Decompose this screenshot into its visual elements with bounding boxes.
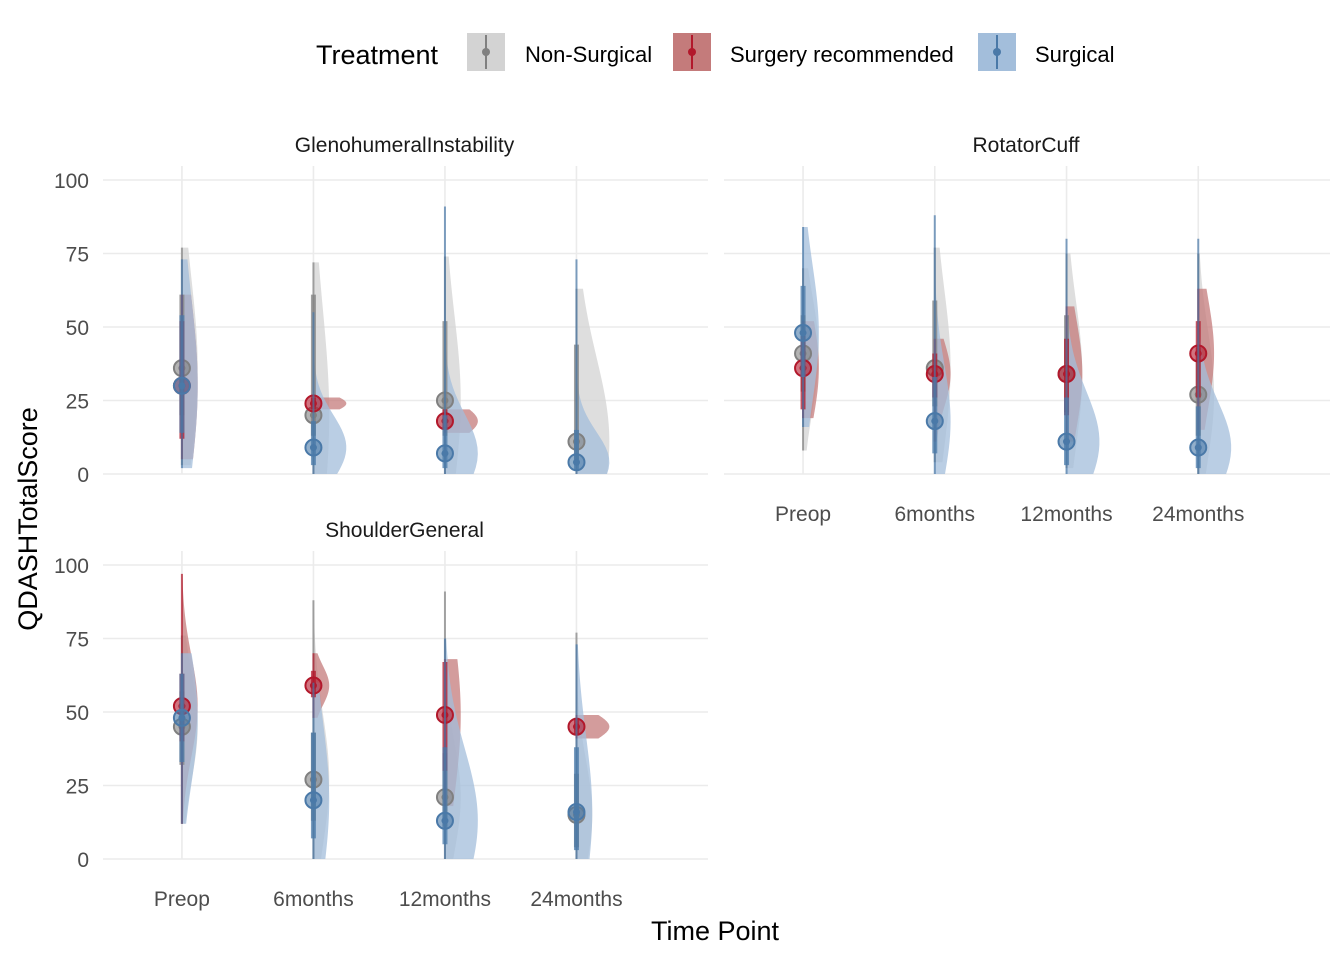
mean-point-center [441,817,449,825]
mean-point-center [1194,444,1202,452]
legend-label: Surgical [1035,42,1114,67]
facet-panel: GlenohumeralInstability 0 25 50 75 100 [54,134,708,487]
facet-panel: RotatorCuff Preop 6months 12months 24months [724,134,1330,526]
violin-half [181,653,198,824]
mean-point-center [572,808,580,816]
mean-point-center [309,796,317,804]
legend-key-point [993,48,1001,56]
x-axis-title: Time Point [651,916,780,946]
x-tick-label: 24months [1152,503,1244,526]
y-tick-label: 50 [66,317,89,340]
y-tick-label: 0 [77,849,89,872]
legend-item: Non-Surgical [467,33,652,71]
x-tick-label: 24months [530,888,622,911]
x-tick-label: Preop [154,888,210,911]
x-tick-label: Preop [775,503,831,526]
mean-point-center [931,417,939,425]
violin-half [444,206,478,474]
y-tick-label: 25 [66,776,89,799]
y-tick-label: 75 [66,629,89,652]
mean-point-center [178,382,186,390]
facet-title: RotatorCuff [973,134,1080,157]
mean-point-center [1063,438,1071,446]
violin-half [576,259,610,474]
violin-half [1066,238,1100,474]
legend: Treatment Non-Surgical Surgery recommended… [316,33,1114,71]
legend-item: Surgical [978,33,1114,71]
x-tick-label: 12months [1020,503,1112,526]
legend-key-point [482,48,490,56]
mean-point-center [178,714,186,722]
y-axis-title: QDASHTotalScore [13,407,43,631]
legend-title: Treatment [316,40,439,70]
mean-point-center [309,444,317,452]
legend-key-point [688,48,696,56]
x-tick-label: 6months [273,888,354,911]
facet-title: ShoulderGeneral [325,519,484,542]
legend-item: Surgery recommended [673,33,954,71]
mean-point-center [799,329,807,337]
x-tick-label: 12months [399,888,491,911]
legend-label: Surgery recommended [730,42,954,67]
violin-half [934,215,951,474]
violin-half [1198,238,1232,474]
violin-half [313,312,347,474]
y-tick-label: 75 [66,244,89,267]
violin-half [181,259,198,469]
violin-half [444,638,478,859]
x-tick-label: 6months [895,503,976,526]
violin-half [313,682,330,859]
y-tick-label: 100 [54,170,89,193]
facet-panel: ShoulderGeneral 0 25 50 75 100 Preop 6months 12m… [54,519,708,911]
y-tick-label: 25 [66,391,89,414]
mean-point-center [441,449,449,457]
mean-point-center [572,458,580,466]
legend-label: Non-Surgical [525,42,652,67]
y-tick-label: 0 [77,464,89,487]
y-tick-label: 100 [54,555,89,578]
violin-half [803,227,819,427]
y-tick-label: 50 [66,702,89,725]
facet-title: GlenohumeralInstability [295,134,515,157]
